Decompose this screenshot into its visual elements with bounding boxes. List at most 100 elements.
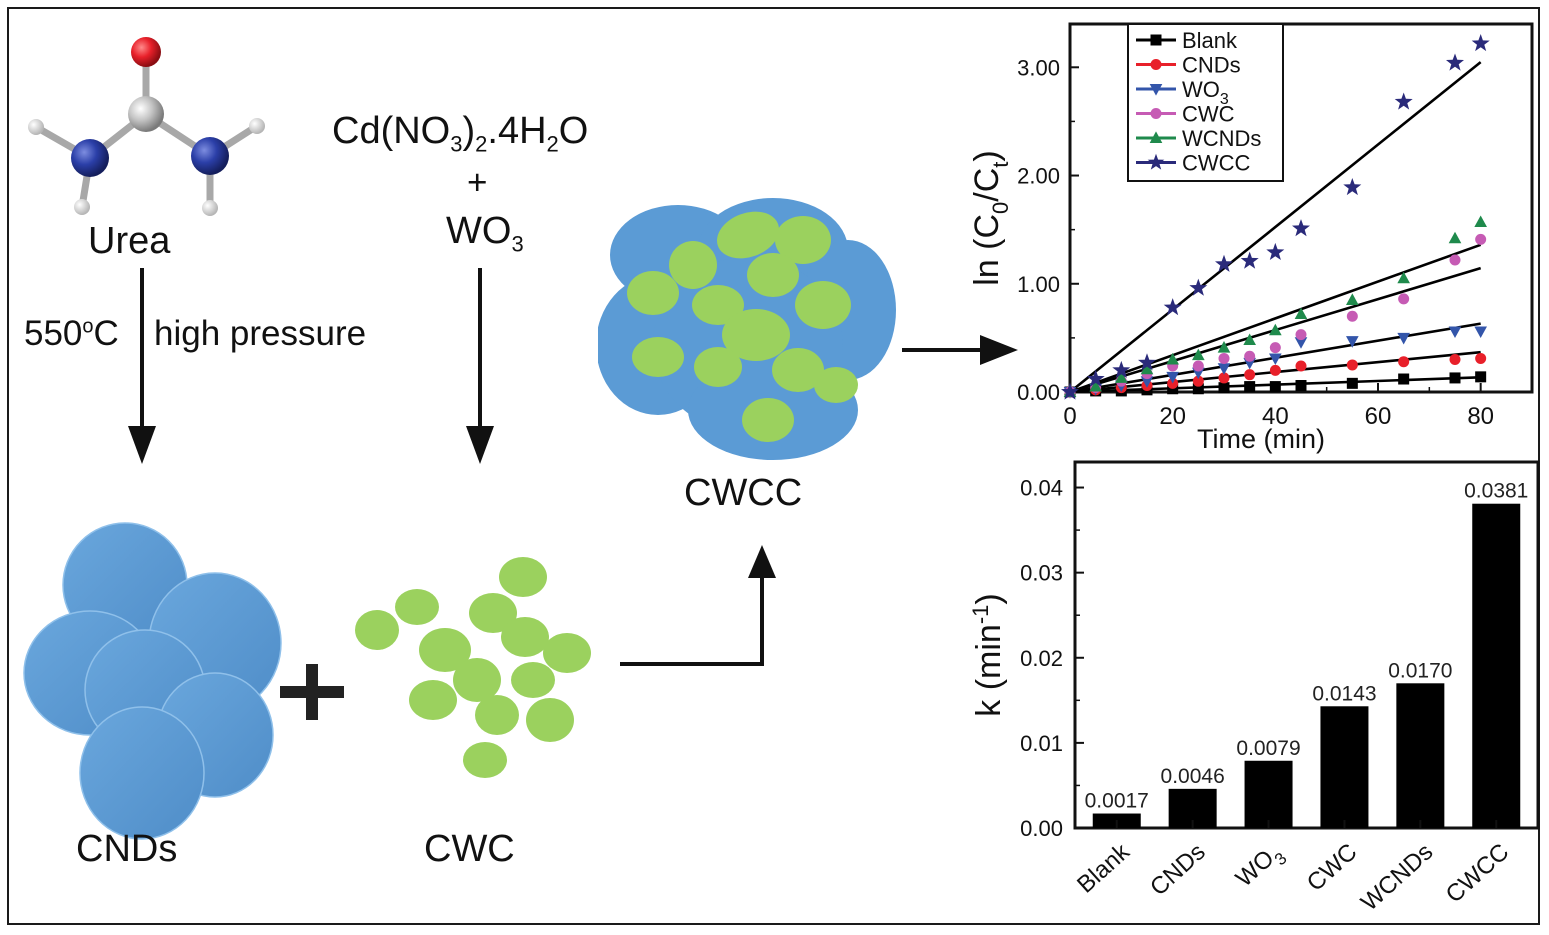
arrowhead-up — [748, 545, 776, 578]
data-point-cwcc — [1163, 298, 1182, 316]
data-point-cwc — [1269, 342, 1281, 354]
legend-swatch-marker — [1150, 108, 1162, 119]
cdwo-particle — [694, 347, 742, 387]
y-axis-label-part: -1 — [968, 605, 993, 625]
legend-swatch-marker — [1147, 153, 1165, 170]
data-point-cwcc — [1189, 278, 1208, 296]
plus-bar-vertical — [306, 664, 318, 720]
data-point-blank — [1244, 381, 1256, 393]
rate-constant-bar-chart: 0.00 0.01 0.02 0.03 0.04 k (min-1) 0.0017 Blank… — [968, 460, 1540, 916]
legend-entry-cwc: CWC — [1182, 102, 1235, 127]
legend-entry-wo: WO3 — [1182, 77, 1229, 108]
cdwo-particle — [395, 589, 439, 625]
y-tick-label: 2.00 — [1017, 164, 1060, 189]
y-axis-label-part: ) — [968, 150, 1006, 161]
legend-entry-text: CWC — [1182, 102, 1235, 127]
cdwo-particle — [775, 216, 831, 264]
data-point-cwcc — [1292, 219, 1310, 237]
data-point-cnds — [1449, 354, 1461, 366]
x-category-label-text: CWC — [1302, 838, 1363, 896]
data-point-cwc — [1475, 233, 1487, 245]
oxygen-atom — [131, 37, 161, 67]
bar-value-label: 0.0381 — [1464, 480, 1528, 503]
data-point-cnds — [1269, 364, 1281, 376]
bar-value-label: 0.0079 — [1236, 737, 1300, 760]
data-point-wcnds — [1115, 371, 1128, 383]
plot-area-frame — [1073, 460, 1540, 830]
data-point-cwcc — [1471, 34, 1490, 52]
y-tick-label: 1.00 — [1017, 272, 1060, 297]
data-point-blank — [1449, 372, 1461, 384]
data-point-cwcc — [1394, 92, 1413, 110]
x-axis-label: Time (min) — [1197, 424, 1325, 454]
data-point-cwcc — [1343, 178, 1362, 196]
cdwo-particle — [463, 742, 507, 778]
y-axis-label-part: k (min — [970, 624, 1008, 717]
y-axis-label: k (min-1) — [968, 593, 1008, 716]
urea-label: Urea — [88, 220, 171, 262]
data-point-wcnds — [1243, 333, 1256, 345]
data-point-cnds — [1192, 375, 1204, 387]
hydrogen-atom — [74, 199, 90, 215]
data-point-blank — [1192, 383, 1204, 395]
data-point-cwc — [1346, 310, 1358, 322]
data-point-wcnds — [1397, 271, 1410, 284]
legend-entry-wcnds: WCNDs — [1182, 126, 1261, 151]
condition-pressure: high pressure — [154, 314, 367, 353]
cdwo-particle — [669, 241, 717, 289]
cdwo-particle — [627, 271, 679, 315]
cdwo-particle — [453, 658, 501, 702]
y-axis-label: ln (C0/Ct) — [968, 150, 1013, 286]
cdwo-particle — [692, 285, 744, 325]
data-point-cnds — [1295, 360, 1307, 372]
data-point-wcnds — [1346, 293, 1359, 305]
y-tick-label: 0.00 — [1020, 816, 1063, 841]
data-point-cwcc — [1240, 251, 1259, 269]
bar-wcnds — [1396, 683, 1445, 828]
data-point-blank — [1346, 377, 1358, 389]
cdwo-particle — [742, 398, 794, 442]
data-point-wcnds — [1217, 341, 1231, 353]
precursor-formula: Cd(NO3)2.4H2O — [332, 110, 589, 157]
data-point-cwcc — [1086, 369, 1105, 387]
data-point-wcnds — [1166, 352, 1179, 365]
cdwo-particle — [526, 698, 574, 742]
x-tick-label: 0 — [1063, 403, 1076, 430]
cdwo-particle — [501, 617, 549, 657]
data-point-wo — [1474, 326, 1487, 338]
cdwo-particle — [355, 610, 399, 650]
data-point-wo — [1217, 363, 1231, 375]
x-tick-label: 60 — [1365, 403, 1392, 430]
bar-value-label: 0.0170 — [1388, 659, 1452, 682]
y-tick-label: 3.00 — [1017, 55, 1060, 80]
bar-value-label: 0.0046 — [1161, 765, 1225, 788]
x-tick-label: 20 — [1159, 403, 1186, 430]
data-point-cwcc — [1112, 360, 1131, 378]
legend-entry-cnds: CNDs — [1182, 53, 1241, 78]
cdwo-particle — [772, 348, 824, 392]
data-point-wo — [1294, 337, 1308, 349]
data-point-cwc — [1295, 329, 1307, 341]
x-category-label: WCNDs — [1356, 838, 1438, 916]
y-axis-label-part: ) — [970, 593, 1008, 604]
legend-box — [1127, 23, 1284, 182]
y-tick-label: 0.01 — [1020, 731, 1063, 756]
legend-entry-text: WCNDs — [1182, 126, 1261, 151]
legend-entry-text: CNDs — [1182, 53, 1241, 78]
data-point-cwc — [1398, 293, 1410, 305]
data-point-wcnds — [1089, 379, 1102, 392]
hydrogen-atom — [249, 118, 265, 134]
data-point-wcnds — [1474, 215, 1487, 228]
arrowhead-right — [980, 335, 1018, 365]
data-point-cnds — [1346, 359, 1358, 371]
bar-value-label: 0.0017 — [1085, 790, 1149, 813]
legend-swatch-marker — [1149, 131, 1163, 143]
cnds-illustration — [23, 522, 282, 840]
data-point-wo — [1397, 332, 1410, 345]
y-tick-label: 0.04 — [1020, 476, 1063, 501]
data-point-cwcc — [1138, 353, 1156, 371]
plot-area-frame — [1068, 22, 1534, 394]
cdwo-particle — [419, 628, 471, 672]
legend-swatch-marker — [1149, 84, 1163, 96]
